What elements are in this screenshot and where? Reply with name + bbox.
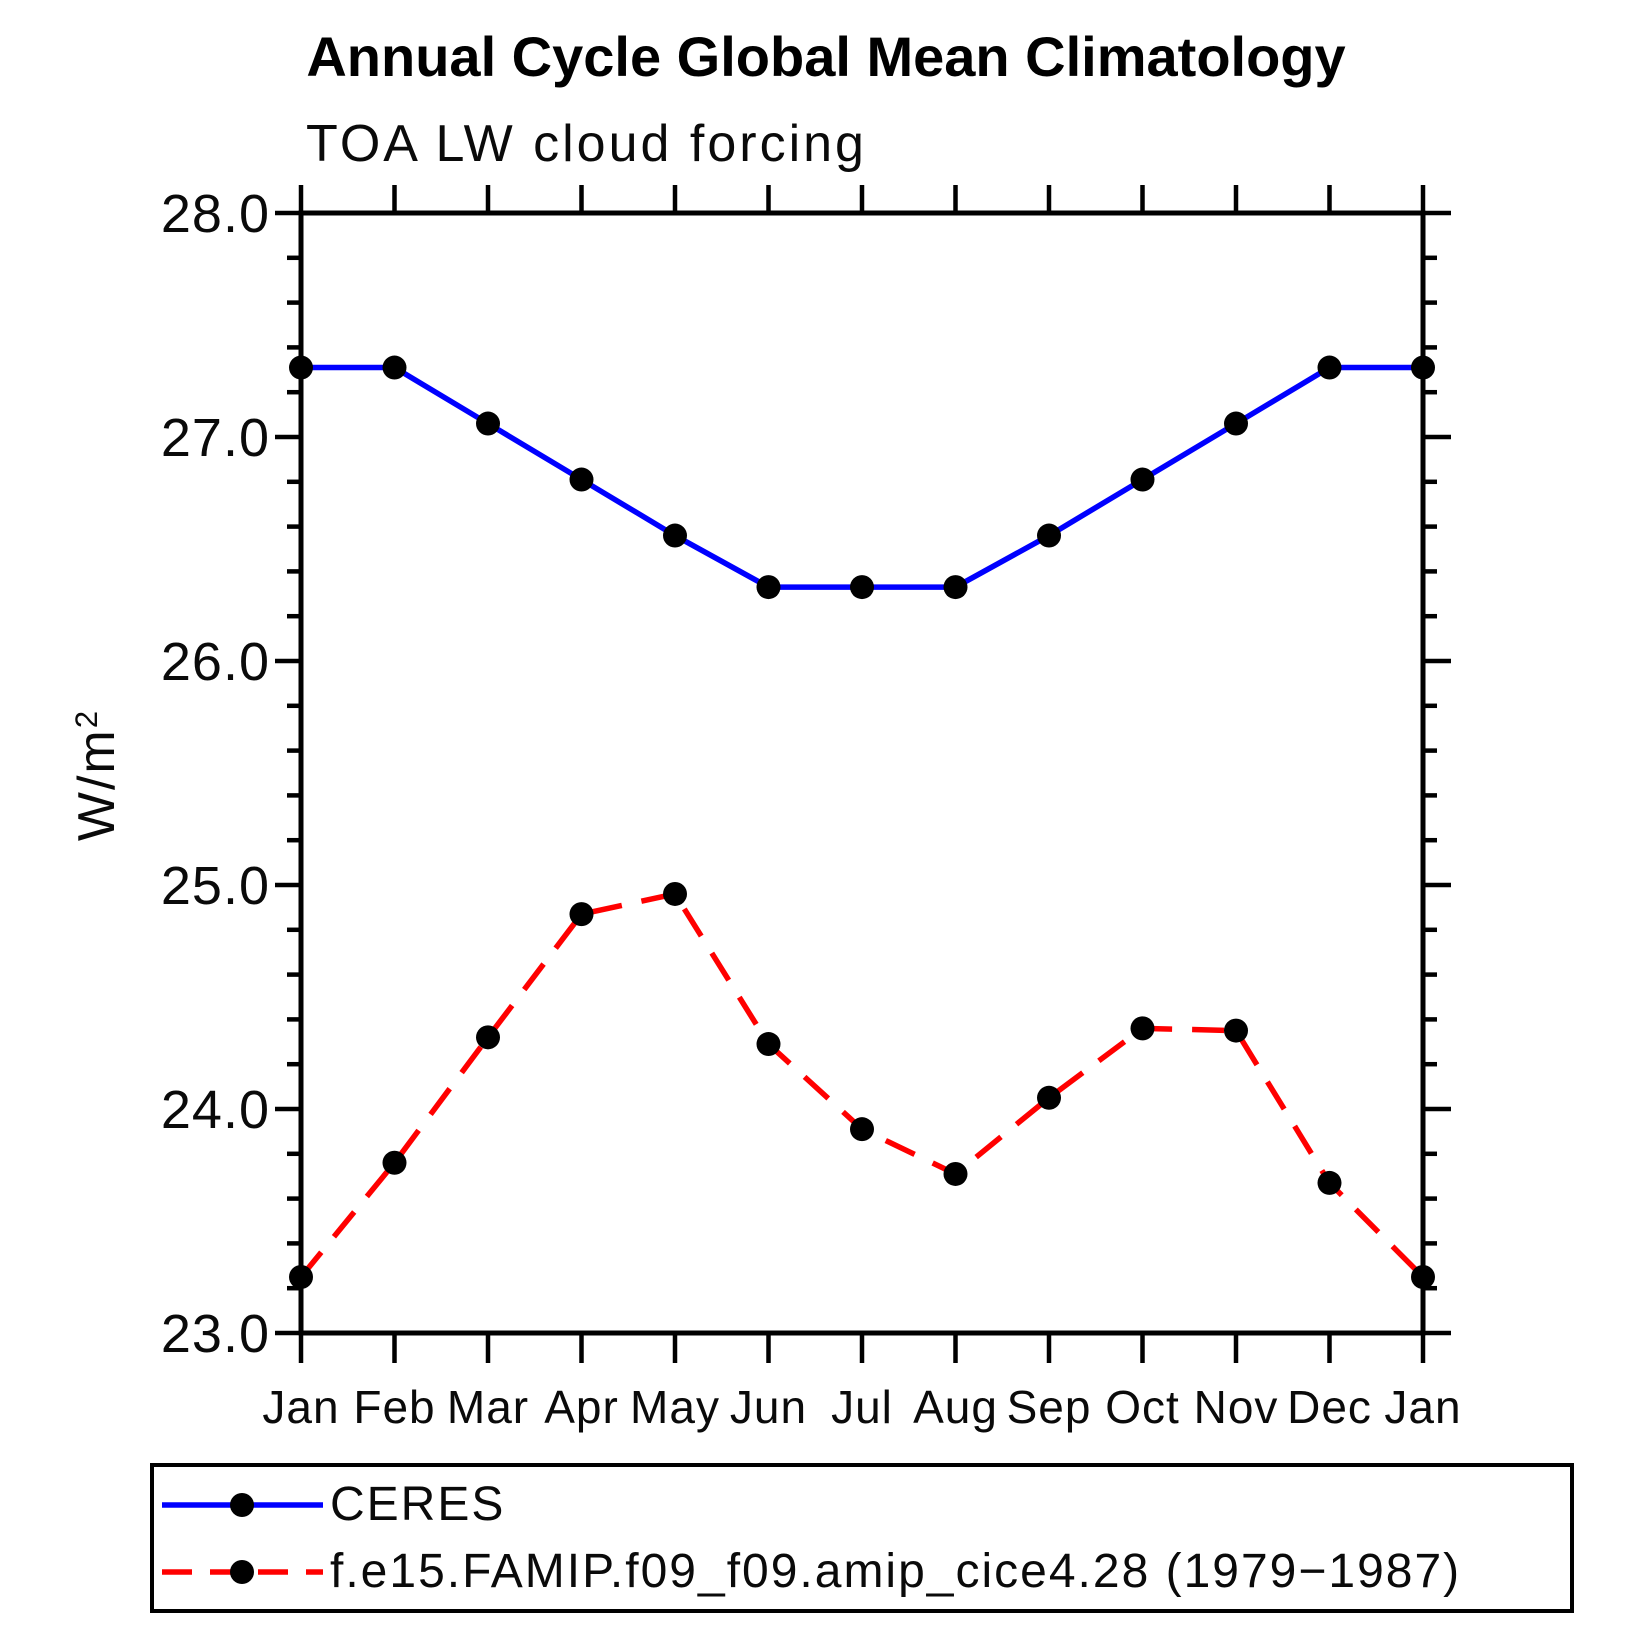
x-tick-label: Jan: [262, 1381, 339, 1433]
x-tick-label: Jun: [730, 1381, 807, 1433]
data-point-s0-Feb: [382, 355, 407, 380]
data-point-s0-Sep: [1037, 523, 1061, 548]
x-tick-label: Mar: [447, 1381, 529, 1433]
y-tick-label: 28.0: [161, 184, 270, 244]
data-point-s1-Jul: [850, 1117, 874, 1142]
chart-title: Annual Cycle Global Mean Climatology: [306, 25, 1346, 88]
y-tick-label: 25.0: [161, 856, 270, 916]
y-tick-label: 27.0: [161, 408, 270, 468]
x-tick-label: Feb: [353, 1381, 435, 1433]
x-tick-label: May: [630, 1381, 720, 1433]
data-point-s0-Dec: [1317, 355, 1342, 380]
legend-box: CERES f.e15.FAMIP.f09_f09.amip_cice4.28 …: [150, 1463, 1574, 1613]
data-point-s1-Feb: [382, 1150, 407, 1175]
data-point-s0-Jan: [1411, 355, 1435, 380]
data-point-s1-Oct: [1130, 1016, 1155, 1041]
data-point-s0-Nov: [1224, 411, 1248, 436]
data-point-s0-Mar: [476, 411, 500, 436]
data-point-s0-Jul: [850, 575, 874, 600]
data-point-s1-Jun: [756, 1032, 781, 1057]
data-point-s0-Oct: [1130, 467, 1155, 492]
data-point-s1-Dec: [1317, 1170, 1342, 1195]
axes-frame: [298, 210, 1426, 1336]
data-point-s1-Mar: [476, 1025, 500, 1050]
series-line-1: [298, 890, 1425, 1279]
data-point-s1-Apr: [569, 902, 594, 927]
data-point-s1-Sep: [1037, 1085, 1061, 1110]
series-line-0: [301, 364, 1423, 590]
y-tick-label: 26.0: [161, 632, 270, 692]
y-tick-label: 23.0: [161, 1304, 270, 1364]
data-point-s0-Aug: [943, 575, 968, 600]
legend-line-sample-model: [162, 1559, 323, 1584]
data-point-s1-Jan: [289, 1265, 313, 1289]
x-tick-label: Sep: [1007, 1381, 1092, 1433]
data-point-s1-Nov: [1224, 1018, 1248, 1043]
x-tick-label: Apr: [544, 1381, 619, 1433]
data-point-s1-Jan: [1411, 1265, 1435, 1289]
legend-item-ceres: CERES: [158, 1471, 1570, 1538]
data-point-s0-May: [663, 523, 687, 548]
chart-subtitle: TOA LW cloud forcing: [306, 115, 867, 173]
legend-marker-model: [230, 1559, 254, 1584]
y-tick-label: 24.0: [161, 1080, 270, 1140]
x-tick-label: Nov: [1194, 1381, 1279, 1433]
x-tick-label: Dec: [1287, 1381, 1372, 1433]
data-point-s0-Apr: [569, 467, 594, 492]
x-tick-label: Jul: [831, 1381, 893, 1433]
legend-label-model: f.e15.FAMIP.f09_f09.amip_cice4.28 (1979−…: [330, 1545, 1462, 1598]
x-tick-label: Oct: [1105, 1381, 1180, 1433]
x-tick-label: Aug: [913, 1381, 998, 1433]
x-tick-label: Jan: [1384, 1381, 1461, 1433]
data-point-s0-Jun: [756, 575, 781, 600]
data-point-s1-Aug: [943, 1161, 968, 1186]
legend-item-model: f.e15.FAMIP.f09_f09.amip_cice4.28 (1979−…: [158, 1538, 1570, 1605]
data-point-s1-May: [663, 881, 687, 906]
legend-label-ceres: CERES: [330, 1478, 506, 1531]
legend-marker-ceres: [230, 1492, 254, 1517]
legend-line-sample-ceres: [162, 1492, 323, 1517]
data-point-s0-Jan: [289, 355, 313, 380]
